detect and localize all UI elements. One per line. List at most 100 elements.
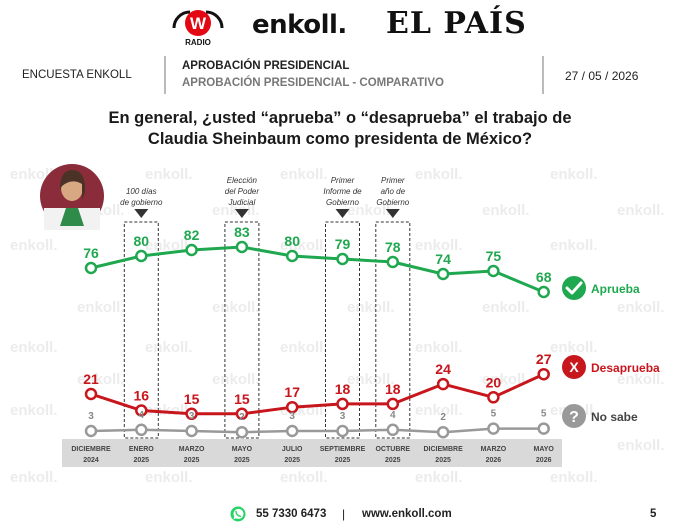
data-point — [487, 391, 500, 404]
series-line-aprueba — [90, 245, 545, 294]
data-label: 80 — [134, 233, 150, 249]
enkoll-watermark: enkoll. — [617, 437, 665, 454]
category-label-month: SEPTIEMBRE — [320, 446, 366, 453]
contact-phone: 55 7330 6473 — [256, 508, 327, 520]
event-highlight-box — [123, 221, 159, 439]
logos-row: W RADIO enkoll. EL PAÍS — [0, 0, 680, 50]
report-title: APROBACIÓN PRESIDENCIAL — [182, 60, 350, 72]
question-mark-glyph: ? — [569, 409, 579, 426]
report-date: 27 / 05 / 2026 — [565, 69, 639, 83]
enkoll-watermark: enkoll. — [10, 402, 58, 419]
data-label: 79 — [335, 236, 351, 252]
enkoll-watermark: enkoll. — [280, 339, 328, 356]
report-subtitle: APROBACIÓN PRESIDENCIAL - COMPARATIVO — [182, 77, 444, 89]
event-highlight-box — [325, 221, 360, 439]
data-point — [185, 243, 198, 257]
el-pais-logo: EL PAÍS — [386, 6, 527, 41]
data-point — [84, 424, 98, 438]
enkoll-logo: enkoll. — [252, 10, 347, 40]
data-point — [537, 285, 550, 299]
data-point — [285, 249, 299, 263]
x-icon — [562, 355, 586, 379]
data-point — [285, 424, 299, 438]
event-annotation-text: de gobierno — [120, 198, 163, 207]
w-radio-logo: W RADIO — [172, 10, 224, 46]
enkoll-watermark: enkoll. — [482, 202, 530, 219]
data-point — [487, 422, 500, 435]
event-annotation-text: Gobierno — [326, 198, 359, 207]
header-divider — [542, 56, 544, 94]
event-annotation-text: del Poder — [225, 187, 260, 196]
data-point — [436, 425, 450, 439]
enkoll-watermark: enkoll. — [145, 237, 193, 254]
data-point — [235, 425, 249, 439]
check-mark-glyph — [565, 281, 583, 295]
data-point — [84, 261, 98, 275]
data-point — [336, 424, 349, 438]
series-line-no-sabe — [90, 427, 544, 434]
radio-label: RADIO — [185, 38, 211, 46]
data-label: 16 — [134, 388, 150, 404]
event-annotation-text: Primer — [331, 176, 355, 185]
enkoll-watermark: enkoll. — [77, 299, 125, 316]
approval-line-chart: enkoll. enkoll. enkoll. enkoll. enkoll. enkol… — [10, 164, 665, 486]
enkoll-watermark: enkoll. — [415, 339, 463, 356]
photo-sash — [60, 208, 84, 226]
enkoll-watermark: enkoll. — [212, 371, 260, 388]
enkoll-watermark: enkoll. — [482, 371, 530, 388]
category-label-year: 2024 — [83, 457, 99, 464]
data-label: 68 — [536, 269, 552, 285]
data-label: 82 — [184, 227, 200, 243]
category-label-month: MAYO — [534, 446, 555, 453]
enkoll-watermark: enkoll. — [617, 202, 665, 219]
data-label: 2 — [239, 412, 245, 423]
data-point — [235, 407, 249, 421]
data-point — [386, 255, 400, 269]
w-letter: W — [190, 14, 207, 33]
enkoll-watermark: enkoll. — [10, 237, 58, 254]
enkoll-watermark: enkoll. — [280, 237, 328, 254]
data-label: 78 — [385, 239, 401, 255]
data-point — [285, 400, 299, 414]
event-annotation-text: Informe de — [323, 187, 362, 196]
data-label: 4 — [139, 410, 145, 421]
data-point — [336, 252, 349, 266]
event-pointer-icon — [234, 209, 249, 218]
event-annotation-text: año de — [381, 187, 406, 196]
category-label-month: MAYO — [232, 446, 253, 453]
category-label-month: DICIEMBRE — [423, 446, 463, 453]
data-label: 74 — [435, 251, 451, 267]
data-point — [185, 407, 198, 421]
enkoll-watermark: enkoll. — [550, 339, 598, 356]
website-link[interactable]: www.enkoll.com — [362, 508, 452, 520]
category-label-month: MARZO — [481, 446, 507, 453]
event-highlight-box — [375, 221, 411, 439]
data-label: 2 — [440, 412, 446, 423]
data-label: 21 — [83, 371, 99, 387]
enkoll-watermark: enkoll. — [415, 402, 463, 419]
enkoll-watermark: enkoll. — [347, 202, 395, 219]
footer-separator: | — [342, 507, 346, 521]
enkoll-watermark: enkoll. — [145, 339, 193, 356]
category-label-month: DICIEMBRE — [71, 446, 111, 453]
event-annotation-text: Gobierno — [376, 198, 409, 207]
enkoll-watermark: enkoll. — [347, 371, 395, 388]
event-annotation-text: 100 días — [126, 187, 157, 196]
page-number: 5 — [650, 508, 657, 520]
data-label: 83 — [234, 224, 250, 240]
data-point — [336, 397, 349, 411]
x-mark-glyph: X — [569, 359, 579, 375]
event-pointer-icon — [385, 209, 400, 218]
enkoll-watermark: enkoll. — [10, 469, 58, 486]
event-pointer-icon — [335, 209, 350, 218]
enkoll-watermark: enkoll. — [280, 166, 328, 183]
enkoll-watermark: enkoll. — [77, 371, 125, 388]
data-label: 15 — [184, 391, 200, 407]
enkoll-watermark: enkoll. — [145, 166, 193, 183]
data-point — [436, 267, 450, 281]
enkoll-watermark: enkoll. — [280, 469, 328, 486]
data-point — [84, 387, 98, 401]
enkoll-watermark: enkoll. — [145, 469, 193, 486]
data-label: 4 — [390, 410, 396, 421]
data-label: 3 — [289, 411, 295, 422]
